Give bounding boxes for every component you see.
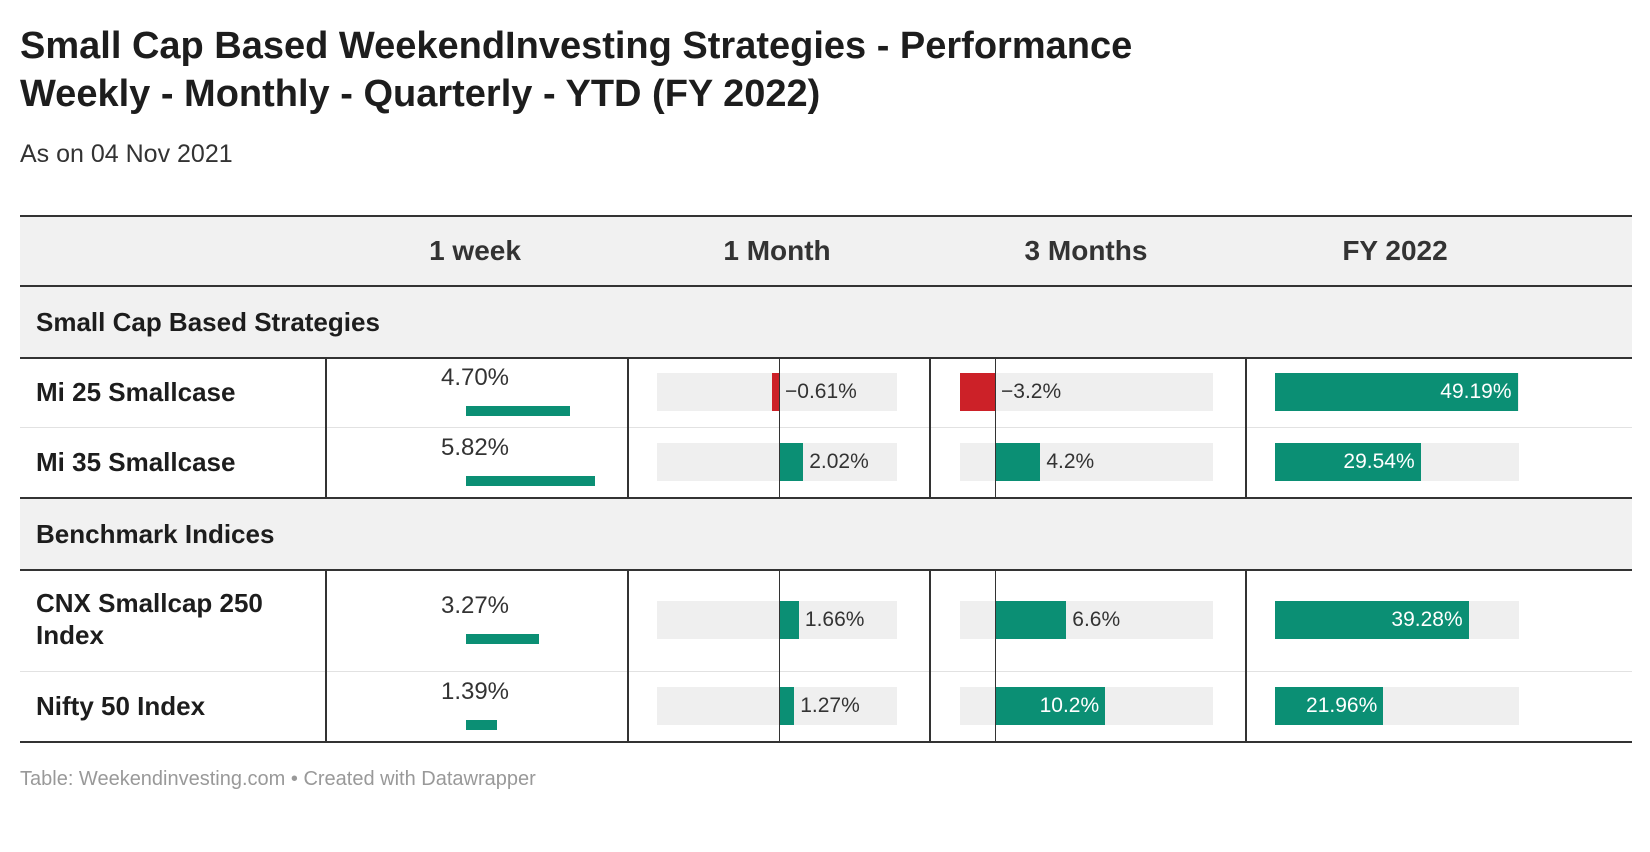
chart-subtitle: As on 04 Nov 2021 bbox=[20, 140, 233, 168]
column-separator-0 bbox=[325, 427, 327, 497]
column-separator-2 bbox=[929, 357, 931, 427]
row-0-1-quarter-value-label: 4.2% bbox=[1046, 450, 1095, 473]
row-0-0-month-bar bbox=[771, 373, 779, 411]
row-1-1-month-track bbox=[657, 687, 897, 725]
column-header-1-week: 1 week bbox=[429, 235, 521, 266]
column-separator-2 bbox=[929, 427, 931, 497]
column-separator-0 bbox=[325, 671, 327, 741]
table-row: Nifty 50 Index 1.39% 1.27% 10.2% 21.96% bbox=[20, 671, 1632, 741]
group-row-1: Benchmark Indices bbox=[20, 499, 1632, 571]
group-end-rule bbox=[20, 741, 1632, 743]
row-1-0-quarter-zero-line bbox=[995, 569, 996, 671]
row-1-0-fy-bar bbox=[1275, 601, 1469, 639]
row-0-1-month-track bbox=[657, 443, 897, 481]
week-value: 5.82% bbox=[440, 434, 510, 461]
row-0-0-quarter-track bbox=[960, 373, 1213, 411]
table-top-rule bbox=[20, 215, 1632, 217]
row-0-1-quarter-bar bbox=[995, 443, 1041, 481]
column-separator-2 bbox=[929, 671, 931, 741]
table-header-row: 1 week 1 Month 3 Months FY 2022 bbox=[20, 217, 1632, 287]
column-separator-1 bbox=[627, 357, 629, 427]
group-label: Benchmark Indices bbox=[36, 519, 275, 549]
column-separator-1 bbox=[627, 427, 629, 497]
source-footer: Table: Weekendinvesting.com • Created wi… bbox=[20, 768, 536, 790]
week-value: 3.27% bbox=[440, 592, 510, 619]
group-row-0: Small Cap Based Strategies bbox=[20, 287, 1632, 359]
row-1-1-fy-value-label: 21.96% bbox=[1306, 694, 1378, 717]
row-divider bbox=[20, 427, 1632, 428]
row-1-1-quarter-zero-line bbox=[995, 671, 996, 741]
group-end-rule bbox=[20, 497, 1632, 499]
group-label: Small Cap Based Strategies bbox=[36, 307, 380, 337]
row-1-0-quarter-bar bbox=[995, 601, 1067, 639]
row-0-1-month-bar bbox=[779, 443, 804, 481]
row-0-1-fy-value-label: 29.54% bbox=[1343, 450, 1415, 473]
column-separator-1 bbox=[627, 671, 629, 741]
row-0-1-month-value-label: 2.02% bbox=[809, 450, 869, 473]
row-label: Nifty 50 Index bbox=[36, 691, 206, 721]
table-row: Mi 35 Smallcase 5.82% 2.02% 4.2% 29.54% bbox=[20, 427, 1632, 497]
column-header-1-month: 1 Month bbox=[723, 235, 831, 266]
table-row: CNX Smallcap 250 Index 3.27% 1.66% 6.6% 39.2… bbox=[20, 569, 1632, 671]
row-0-0-quarter-bar bbox=[960, 373, 995, 411]
row-0-0-quarter-value-label: −3.2% bbox=[1001, 380, 1062, 403]
row-0-0-quarter-zero-line bbox=[995, 357, 996, 427]
row-1-1-quarter-value-label: 10.2% bbox=[1039, 694, 1100, 717]
row-label: CNX Smallcap 250 Index bbox=[36, 588, 263, 650]
row-1-0-month-bar bbox=[779, 601, 799, 639]
row-0-1-fy-bar bbox=[1275, 443, 1421, 481]
row-1-0-month-track bbox=[657, 601, 897, 639]
column-separator-3 bbox=[1245, 357, 1247, 427]
row-1-1-quarter-bar bbox=[995, 687, 1106, 725]
week-value: 1.39% bbox=[440, 678, 510, 705]
week-bar bbox=[466, 406, 571, 416]
column-separator-3 bbox=[1245, 671, 1247, 741]
row-0-0-month-zero-line bbox=[779, 357, 780, 427]
title-line-1: Small Cap Based WeekendInvesting Strateg… bbox=[20, 25, 1133, 67]
column-header-fy-2022: FY 2022 bbox=[1342, 235, 1448, 266]
week-bar bbox=[466, 634, 539, 644]
row-1-0-quarter-value-label: 6.6% bbox=[1072, 608, 1121, 631]
row-0-0-fy-value-label: 49.19% bbox=[1440, 380, 1512, 403]
row-1-0-month-value-label: 1.66% bbox=[804, 608, 865, 631]
column-separator-2 bbox=[929, 569, 931, 671]
row-1-0-month-zero-line bbox=[779, 569, 780, 671]
row-1-1-month-zero-line bbox=[779, 671, 780, 741]
title-line-2: Weekly - Monthly - Quarterly - YTD (FY 2… bbox=[20, 73, 821, 115]
row-0-1-quarter-zero-line bbox=[995, 427, 996, 497]
row-divider bbox=[20, 671, 1632, 672]
row-label: Mi 35 Smallcase bbox=[36, 447, 236, 477]
column-separator-0 bbox=[325, 569, 327, 671]
row-0-0-month-value-label: −0.61% bbox=[785, 380, 857, 403]
row-0-1-month-zero-line bbox=[779, 427, 780, 497]
table-row: Mi 25 Smallcase 4.70% −0.61% −3.2% 49.19% bbox=[20, 357, 1632, 427]
week-bar bbox=[466, 720, 497, 730]
row-1-1-month-bar bbox=[779, 687, 795, 725]
week-bar bbox=[466, 476, 596, 486]
column-separator-0 bbox=[325, 357, 327, 427]
row-1-1-month-value-label: 1.27% bbox=[800, 694, 860, 717]
column-separator-3 bbox=[1245, 427, 1247, 497]
row-0-0-fy-bar bbox=[1275, 373, 1518, 411]
column-header-3-months: 3 Months bbox=[1024, 235, 1148, 266]
row-1-1-fy-bar bbox=[1275, 687, 1384, 725]
column-separator-3 bbox=[1245, 569, 1247, 671]
column-separator-1 bbox=[627, 569, 629, 671]
chart-title: Small Cap Based WeekendInvesting Strateg… bbox=[20, 22, 1420, 118]
row-1-0-fy-value-label: 39.28% bbox=[1391, 608, 1463, 631]
row-label: Mi 25 Smallcase bbox=[36, 377, 236, 407]
week-value: 4.70% bbox=[440, 364, 510, 391]
